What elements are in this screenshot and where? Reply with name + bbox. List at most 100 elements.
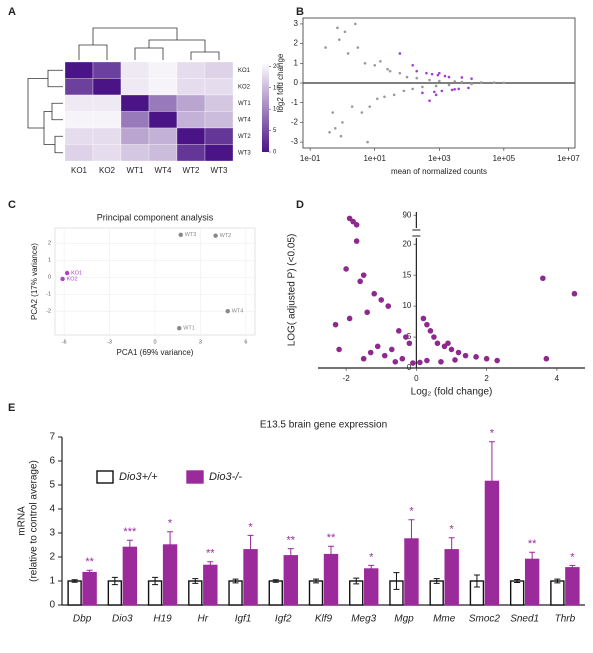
x-tick-label: 6 — [244, 339, 247, 345]
y-axis-label: (relative to control average) — [29, 460, 40, 582]
bar — [243, 549, 258, 606]
x-tick-label: -3 — [107, 339, 112, 345]
y-tick-label: -1 — [291, 98, 299, 107]
point — [453, 80, 456, 83]
error-bar — [86, 569, 93, 573]
point — [405, 75, 409, 79]
bar — [122, 546, 138, 606]
heatmap-cell — [176, 61, 206, 79]
point — [494, 357, 500, 364]
y-tick-label: 5 — [49, 480, 55, 491]
heatmap-cell — [64, 127, 94, 145]
point — [543, 355, 550, 362]
significance-label: * — [369, 551, 374, 563]
heatmap-cell — [120, 94, 150, 112]
point — [336, 346, 342, 353]
error-bar — [192, 578, 199, 584]
point — [443, 74, 447, 78]
point — [371, 290, 378, 297]
point — [502, 81, 506, 85]
bar — [484, 480, 500, 606]
point — [324, 46, 327, 49]
bar — [82, 571, 97, 606]
point — [421, 91, 424, 95]
point — [415, 76, 419, 80]
colorbar-tick-label: 5 — [273, 128, 277, 134]
heatmap-cell — [176, 144, 206, 162]
significance-label: ** — [206, 548, 215, 560]
point — [367, 349, 374, 356]
point — [338, 38, 341, 41]
point — [415, 69, 419, 73]
point — [378, 297, 385, 303]
error-bar — [514, 579, 521, 583]
legend-swatch — [186, 470, 204, 484]
heatmap-cell — [204, 127, 234, 145]
point — [447, 75, 451, 79]
y-tick-label: 0 — [49, 600, 55, 611]
x-tick-label: 1e+05 — [493, 154, 516, 163]
x-tick-label: -2 — [343, 374, 351, 383]
point — [60, 276, 65, 282]
heatmap-cell — [92, 127, 122, 145]
heatmap-cell — [92, 61, 122, 79]
chart-title: E13.5 brain gene expression — [260, 420, 387, 431]
axis-break — [412, 229, 421, 237]
x-tick-label: Igf1 — [235, 614, 252, 625]
x-tick-label: Thrb — [555, 614, 576, 625]
y-tick-label: 0 — [294, 78, 299, 87]
y-axis-label: mRNA — [17, 506, 28, 536]
bar — [67, 580, 82, 606]
point — [450, 88, 454, 92]
error-bar — [152, 576, 159, 586]
point — [385, 303, 392, 309]
point-label: WT1 — [183, 326, 195, 332]
error-bar — [247, 534, 254, 550]
row-label: WT2 — [238, 134, 251, 140]
point — [360, 355, 367, 362]
point — [460, 80, 464, 84]
panel-label: E — [8, 402, 15, 414]
panel-label: B — [296, 6, 304, 18]
point — [374, 343, 381, 350]
bar — [524, 558, 540, 606]
point — [571, 290, 578, 297]
heatmap-cell — [64, 61, 94, 79]
y-axis-label: log2 fold change — [276, 53, 285, 112]
significance-label: * — [490, 428, 495, 440]
panel-label: D — [296, 199, 304, 211]
x-tick-label: 4 — [555, 374, 560, 383]
point — [403, 334, 409, 340]
point — [436, 73, 440, 77]
point — [357, 278, 363, 285]
significance-label: ** — [528, 538, 537, 550]
heatmap-cell — [148, 61, 178, 79]
panel-label: C — [8, 199, 16, 211]
x-tick-label: 1e-01 — [300, 154, 321, 163]
significance-label: ** — [286, 535, 295, 547]
point — [434, 340, 441, 347]
x-tick-label: 1e+01 — [363, 154, 386, 163]
x-tick-label: Dbp — [73, 614, 92, 625]
point — [473, 354, 479, 360]
point — [434, 93, 438, 97]
y-tick-label: 3 — [49, 528, 55, 539]
point — [373, 63, 377, 67]
error-bar — [448, 537, 455, 550]
y-tick-label: 2 — [49, 552, 55, 563]
point — [438, 359, 444, 365]
point-label: KO1 — [71, 270, 82, 276]
point — [346, 315, 353, 322]
bar — [268, 580, 283, 606]
y-tick-label: 15 — [402, 270, 411, 279]
row-label: WT1 — [238, 101, 251, 107]
x-axis-label: Log₂ (fold change) — [411, 387, 493, 398]
point — [462, 352, 469, 359]
point — [333, 127, 337, 130]
bar — [228, 580, 243, 606]
point — [398, 71, 402, 75]
x-tick-label: 1e+07 — [557, 154, 580, 163]
point — [424, 321, 430, 328]
column-label: WT3 — [211, 166, 228, 175]
heatmap-cell — [204, 61, 234, 79]
